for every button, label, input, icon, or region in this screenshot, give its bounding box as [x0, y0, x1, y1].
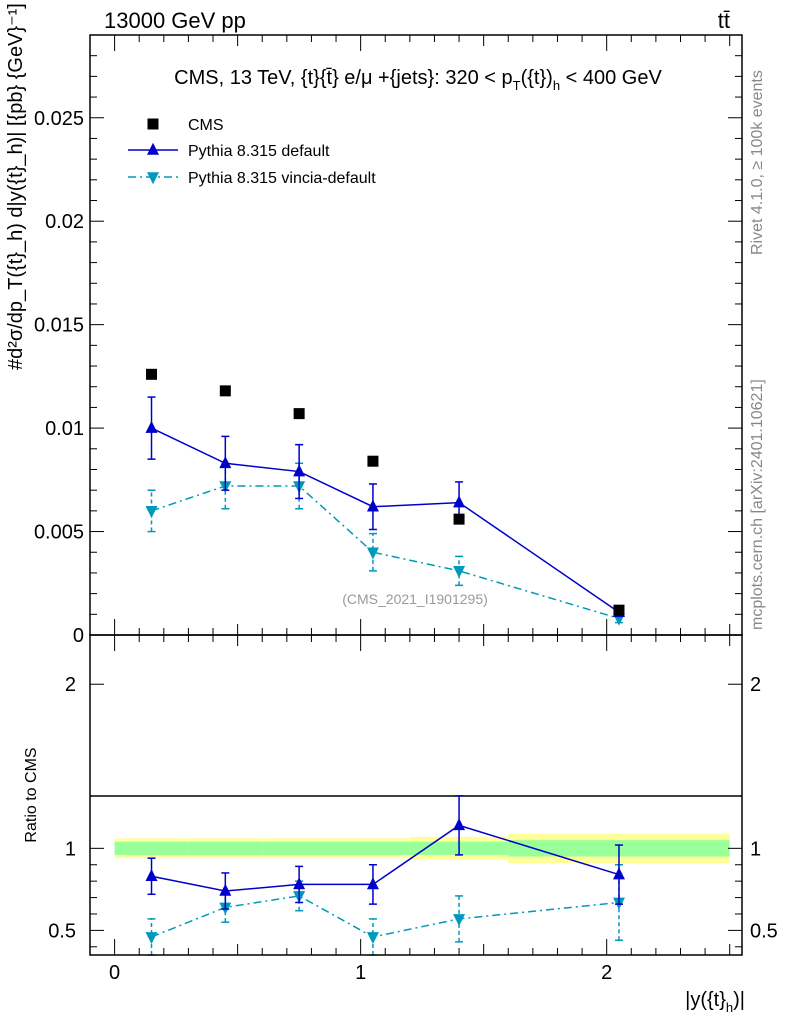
x-tick-label: 0 [109, 962, 120, 984]
pythia-default-point [293, 464, 306, 477]
pythia-default-point [145, 420, 158, 433]
y-tick-label-ratio: 1 [65, 838, 76, 860]
title-text: ({t}) [521, 67, 553, 89]
ratio-band-stat [188, 841, 263, 855]
rivet-version-label: Rivet 4.1.0, ≥ 100k events [749, 70, 766, 255]
x-tick-label: 2 [601, 962, 612, 984]
main-series-layer [145, 368, 625, 626]
ratio-vincia-point [453, 914, 466, 927]
watermark-label: (CMS_2021_I1901295) [342, 591, 488, 607]
cms-point [453, 513, 465, 525]
ratio-band-stat [262, 841, 337, 855]
y-tick-label-ratio: 0.5 [48, 920, 76, 942]
ratio-axis-ticks: 0.5 0.5 1 1 2 2 0 1 2 [48, 635, 778, 984]
ratio-pythia-default-line [151, 824, 620, 892]
x-axis-label: |y({t}h)| [685, 989, 745, 1015]
y-axis-label-ratio: Ratio to CMS [23, 747, 40, 842]
legend-vincia-label: Pythia 8.315 vincia-default [188, 170, 376, 187]
pythia-default-point [219, 456, 232, 469]
y-tick-label-ratio-right: 1 [750, 838, 761, 860]
cms-point [146, 368, 158, 380]
ratio-series-layer [145, 795, 625, 956]
cms-point [367, 455, 379, 467]
pythia-default-point [366, 499, 379, 512]
ratio-pythia-default-point [219, 883, 232, 896]
legend-pythia-default-label: Pythia 8.315 default [188, 143, 330, 160]
main-panel: 0 0.005 0.01 0.015 0.02 0.025 CMS, 13 TeV, {t… [5, 3, 743, 647]
cms-point [219, 385, 231, 397]
x-tick-label: 1 [355, 962, 366, 984]
ratio-band-stat [114, 841, 189, 855]
legend-cms-label: CMS [188, 117, 224, 134]
header-energy: 13000 GeV pp [104, 8, 246, 33]
y-tick-label-main: 0.025 [34, 108, 84, 130]
ratio-band-stat [336, 841, 410, 855]
title-text: CMS, 13 TeV, {t}{t̄} e/μ +{jets}: 320 < [174, 67, 501, 89]
y-tick-label-ratio-right: 2 [750, 674, 761, 696]
ratio-pythia-default-point [293, 877, 306, 890]
ratio-frame [89, 634, 743, 956]
ratio-pythia-default-point [453, 818, 466, 831]
y-tick-label-main: 0.01 [45, 418, 84, 440]
x-label-text: |y({t} [685, 989, 726, 1011]
vincia-point [366, 547, 379, 560]
main-axis-ticks: 0 0.005 0.01 0.015 0.02 0.025 [34, 34, 742, 647]
vincia-point [145, 506, 158, 519]
legend-pythia-default-marker [147, 142, 159, 155]
ratio-pythia-default-point [366, 877, 379, 890]
title-text: p [502, 67, 513, 89]
x-label-text: )| [733, 989, 745, 1011]
header-process: tt̄ [718, 8, 730, 33]
ratio-uncertainty-bands [114, 833, 730, 864]
legend-vincia-marker [147, 172, 159, 185]
pythia-default-line [151, 427, 620, 613]
cms-point [613, 604, 625, 616]
y-tick-label-main: 0.015 [34, 315, 84, 337]
title-subscript: T [513, 78, 521, 93]
ratio-pythia-default-point [145, 869, 158, 882]
mcplots-label: mcplots.cern.ch [arXiv:2401.10621] [749, 379, 766, 630]
y-tick-label-ratio: 2 [65, 674, 76, 696]
vincia-point [453, 566, 466, 579]
y-tick-label-main: 0 [73, 625, 84, 647]
pythia-default-point [453, 495, 466, 508]
ratio-pythia-default-point [612, 867, 625, 880]
y-tick-label-main: 0.005 [34, 522, 84, 544]
ratio-vincia-line [151, 895, 620, 938]
ratio-vincia-point [145, 932, 158, 945]
legend: CMS Pythia 8.315 default Pythia 8.315 vinc… [128, 117, 376, 187]
y-axis-label-main: #d²σ/dp_T({t}_h) d|y({t}_h)| [{pb} {GeV}… [5, 3, 27, 370]
y-tick-label-main: 0.02 [45, 211, 84, 233]
x-label-subscript: h [726, 1000, 733, 1015]
chart-title: CMS, 13 TeV, {t}{t̄} e/μ +{jets}: 320 < … [174, 67, 662, 93]
vincia-line [151, 485, 620, 620]
y-tick-label-ratio-right: 0.5 [750, 920, 778, 942]
legend-cms-marker [147, 118, 159, 130]
title-subscript: h [553, 78, 560, 93]
cms-point [293, 408, 305, 420]
title-text: < 400 GeV [560, 67, 662, 89]
ratio-vincia-point [366, 932, 379, 945]
ratio-panel: 0.5 0.5 1 1 2 2 0 1 2 Ratio to CMS |y({t}h)| [23, 634, 778, 1015]
